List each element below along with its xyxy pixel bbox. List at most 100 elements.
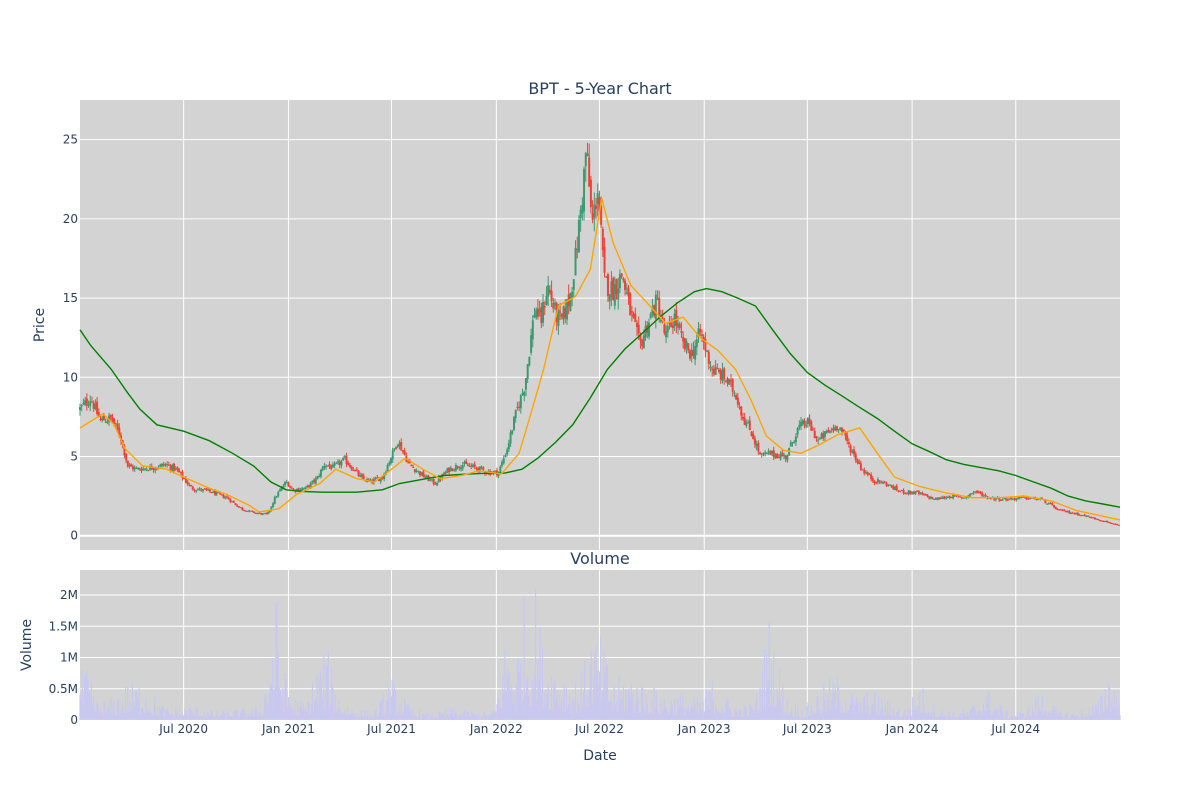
volume-bar [1011, 714, 1013, 720]
candle-body [661, 317, 664, 320]
volume-bar [893, 714, 896, 720]
volume-bar [112, 711, 114, 720]
volume-bar [984, 711, 987, 720]
candle-body [731, 379, 734, 392]
volume-bar [860, 702, 863, 720]
volume-bar [697, 713, 700, 720]
candle-body [817, 439, 820, 441]
volume-bar [465, 717, 467, 720]
volume-bar [834, 683, 836, 720]
volume-bar [1101, 694, 1103, 720]
date-x-tick-labels: Jul 2020 Jan 2021 Jul 2021 Jan 2022 Jul 2022… [158, 722, 1040, 736]
volume-bar [375, 709, 377, 720]
volume-bar [930, 712, 932, 720]
volume-bar [958, 715, 960, 720]
candle-body [524, 378, 527, 390]
volume-bar [302, 703, 304, 720]
volume-bar [631, 693, 634, 720]
volume-bar [1022, 713, 1024, 720]
volume-bar [1118, 703, 1120, 720]
volume-bar [540, 695, 542, 720]
candle-body [239, 507, 242, 509]
volume-bar [923, 704, 925, 720]
volume-bar [202, 717, 204, 720]
volume-bar [1117, 710, 1119, 720]
volume-bar [1090, 714, 1093, 720]
candle-body [113, 418, 116, 425]
volume-bar [1062, 717, 1064, 720]
candle-body [350, 466, 353, 470]
volume-bar [556, 689, 558, 720]
candle-body [444, 472, 447, 474]
volume-bar [662, 710, 664, 720]
candle-body [999, 499, 1002, 501]
volume-bar [947, 716, 949, 720]
candle-body [391, 450, 394, 460]
candle-body [600, 205, 603, 225]
volume-bar [245, 713, 247, 720]
candle-body [436, 482, 439, 486]
candle-body [311, 480, 314, 483]
candle-body [422, 471, 425, 477]
candle-body [560, 313, 563, 317]
volume-y-tick: 0.5M [49, 682, 78, 696]
candle-body [494, 470, 497, 472]
volume-bar [957, 716, 959, 720]
candle-body [352, 469, 355, 471]
candle-body [1095, 518, 1098, 520]
volume-bar [942, 716, 945, 720]
volume-bar [1043, 713, 1045, 720]
volume-bar [343, 712, 345, 720]
candle-body [347, 463, 350, 466]
volume-bar [779, 698, 782, 720]
candle-body [612, 277, 615, 301]
candle-body [545, 295, 548, 306]
volume-bar [225, 718, 227, 720]
volume-bar [1055, 707, 1057, 720]
volume-bar [917, 705, 919, 720]
candle-body [415, 470, 418, 472]
candle-body [318, 475, 321, 477]
volume-bar [964, 713, 966, 720]
volume-bar [887, 700, 889, 720]
volume-bar [367, 716, 369, 720]
volume-bar [96, 702, 98, 720]
candle-body [540, 307, 543, 323]
volume-bar [618, 674, 620, 720]
candle-body [728, 379, 731, 385]
volume-bar [770, 664, 773, 720]
volume-bar [422, 713, 424, 720]
volume-bar [489, 714, 491, 720]
volume-bar [675, 715, 677, 720]
candle-body [408, 460, 411, 464]
candle-body [940, 497, 943, 499]
candle-body [993, 497, 996, 500]
volume-bar [121, 701, 123, 720]
volume-bar [873, 694, 875, 720]
candle-body [888, 484, 891, 486]
candle-body [188, 484, 191, 486]
candle-body [688, 351, 691, 359]
volume-bar [977, 711, 979, 720]
volume-bar [137, 699, 139, 720]
volume-bar [221, 713, 223, 720]
candle-body [1022, 496, 1025, 498]
candle-body [779, 454, 782, 460]
volume-bar [776, 688, 778, 720]
volume-bar [309, 714, 311, 720]
volume-bar [844, 701, 847, 720]
volume-bar [449, 708, 451, 720]
candle-body [919, 492, 922, 494]
volume-bar [193, 713, 195, 720]
volume-bar [1068, 718, 1070, 720]
volume-bar [636, 687, 638, 720]
volume-bar [226, 710, 228, 720]
candle-body [480, 467, 483, 469]
volume-bar [88, 689, 90, 720]
candle-body [176, 467, 179, 470]
price-y-tick: 25 [63, 133, 78, 147]
volume-bar [486, 714, 488, 720]
candle-body [118, 427, 121, 436]
volume-bar [180, 715, 182, 720]
volume-bar [1059, 711, 1061, 720]
